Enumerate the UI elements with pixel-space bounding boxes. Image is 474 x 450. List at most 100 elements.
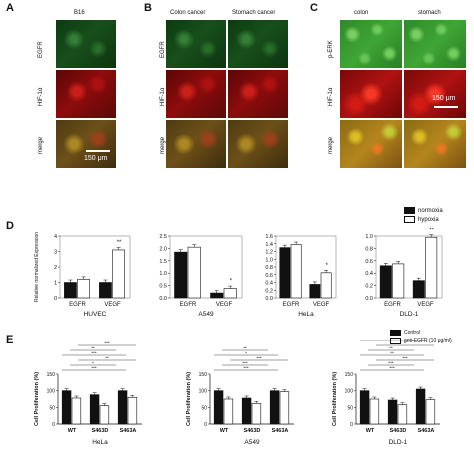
y-axis-label: Relative normalized Expression [34,232,40,302]
panel-c-row-hif: HIF-1α [328,87,334,106]
significance-mark: *** [91,366,97,371]
bar [213,390,224,425]
x-axis-label: HeLa [298,311,314,318]
panel-a-row-egfr: EGFR [38,41,44,58]
y-tick-label: 4 [54,234,57,240]
x-tick-label: VEGF [216,302,233,308]
bar [425,399,436,425]
significance-mark: * [92,361,94,366]
x-axis-label: DLD-1 [400,311,419,318]
y-tick-label: 0.0 [265,296,273,302]
micrograph-c-stomach-merge [404,120,466,168]
x-tick-label: S463D [244,428,261,434]
y-tick-label: 1.0 [265,257,273,263]
significance-mark: *** [91,351,97,356]
x-tick-label: WT [366,428,375,434]
x-tick-label: EGFR [384,302,401,308]
bar [61,390,72,425]
micrograph-b-colon-egfr [166,20,226,68]
y-tick-label: 0.8 [365,246,373,252]
significance-mark: *** [242,361,248,366]
significance-mark: *** [104,341,110,346]
significance-mark: *** [402,356,408,361]
significance-mark: * [325,263,328,269]
micrograph-a-merge: 150 μm [56,120,116,168]
bar [112,249,125,299]
bar [279,247,291,299]
micrograph-c-colon-merge [340,120,402,168]
y-tick-label: 0 [350,422,353,428]
bar [290,244,302,299]
panel-a-row-hif: HIF-1α [38,87,44,106]
legend-item-hypoxia: hypoxia [404,216,443,223]
significance-mark: ** [390,351,394,356]
micrograph-b-colon-merge [166,120,226,168]
y-tick-label: 2.5 [159,234,167,240]
y-tick-label: 0 [54,296,57,302]
x-tick-label: S463D [92,428,109,434]
panel-c-label: C [310,2,318,14]
legend-swatch [404,216,415,223]
bar [359,390,370,425]
legend-item-control: Control [390,330,452,336]
y-tick-label: 0.0 [365,296,373,302]
y-tick-label: 0 [204,422,207,428]
panel-c-col-colon: colon [354,10,369,16]
y-tick-label: 50 [201,405,207,411]
legend-item-normoxia: normoxia [404,207,443,214]
panel-c-col-stomach: stomach [418,10,441,16]
scale-bar-label: 150 μm [432,95,456,102]
significance-mark: *** [243,366,249,371]
bar [77,279,90,299]
bar [415,388,426,425]
bar [269,390,280,425]
legend-label: anti-EGFR (10 μg/ml) [404,338,452,344]
y-axis-label: Cell Proliferation (%) [332,372,338,426]
panel-b-col-stomach: Stomach cancer [232,10,276,16]
y-tick-label: 100 [199,389,208,395]
x-tick-label: S463A [418,428,435,434]
significance-mark: *** [389,366,395,371]
panel-d-label: D [6,220,14,232]
y-tick-label: 1.5 [159,259,167,265]
bar [392,263,405,299]
significance-mark: ** [429,228,434,233]
bar [117,390,128,425]
y-tick-label: 150 [47,372,56,378]
x-axis-label: HeLa [92,439,108,446]
y-tick-label: 1.0 [159,271,167,277]
bar [320,272,332,299]
significance-mark: ** [389,346,393,351]
micrograph-c-colon-perk [340,20,402,68]
bar [279,391,290,425]
x-tick-label: S463A [120,428,137,434]
bar [89,394,100,425]
significance-mark: *** [256,356,262,361]
micrograph-c-stomach-perk [404,20,466,68]
y-tick-label: 0.2 [265,288,273,294]
bar [71,397,82,425]
micrograph-a-egfr [56,20,116,68]
bar [309,284,321,299]
plot-frame [169,235,243,299]
panel-c-row-perk: p-ERK [328,40,334,58]
significance-mark: * [391,340,393,341]
legend-e: Control anti-EGFR (10 μg/ml) [390,330,452,344]
bar [99,405,110,425]
scale-bar [434,106,458,108]
x-tick-label: WT [220,428,229,434]
panel-c-row-merge: merge [328,136,334,154]
y-axis-label: Cell Proliferation (%) [186,372,192,426]
y-axis-label: Cell Proliferation (%) [34,372,40,426]
bar [425,236,438,299]
panel-b-col-colon: Colon cancer [170,10,206,16]
x-tick-label: EGFR [283,302,300,308]
legend-label: hypoxia [418,216,439,223]
x-tick-label: EGFR [180,302,197,308]
legend-swatch [404,207,415,214]
x-tick-label: S463A [272,428,289,434]
y-tick-label: 0.4 [265,281,273,287]
significance-mark: * [245,351,247,356]
x-axis-label: DLD-1 [389,439,408,446]
